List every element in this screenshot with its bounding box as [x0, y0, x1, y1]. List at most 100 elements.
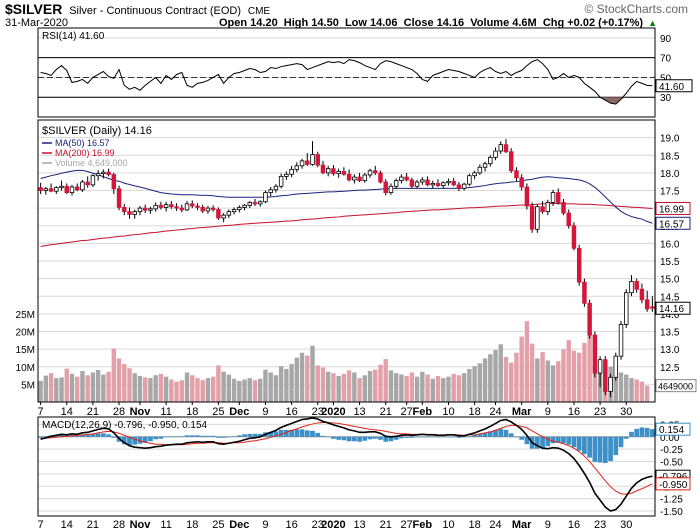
candle-body — [634, 281, 639, 290]
macd-histogram-bar — [148, 436, 153, 442]
candle-body — [163, 204, 169, 208]
macd-histogram-bar — [467, 436, 472, 437]
macd-histogram-bar — [362, 436, 368, 441]
candle-body — [367, 170, 373, 176]
volume-bar — [48, 373, 54, 402]
macd-x-tick-label: 16 — [568, 519, 580, 530]
candle-body — [122, 207, 127, 213]
volume-bar — [535, 358, 540, 402]
macd-x-tick-label: 21 — [87, 519, 99, 530]
close-last-tag-box — [655, 301, 691, 315]
price-legend-title: $SILVER (Daily) 14.16 — [42, 125, 152, 137]
candle-body — [644, 299, 650, 310]
macd-histogram-bar — [184, 435, 190, 437]
macd-histogram-bar — [561, 436, 566, 444]
volume-bar — [435, 375, 441, 402]
volume-last-text: 4649000 — [658, 382, 693, 392]
candle-body — [195, 205, 200, 208]
candle-body — [425, 179, 430, 186]
x-tick-label: 28 — [113, 406, 125, 418]
volume-bar — [273, 375, 279, 402]
x-tick-label: Mar — [512, 406, 532, 418]
macd-histogram-bar — [257, 433, 263, 437]
candle-body — [446, 180, 451, 184]
x-tick-label: 30 — [620, 406, 632, 418]
volume-bar — [639, 381, 645, 402]
volume-bar — [556, 361, 561, 402]
macd-histogram-bar — [456, 436, 462, 438]
candle-body — [153, 204, 158, 210]
macd-x-tick-label: 10 — [442, 519, 454, 530]
x-tick-label: 24 — [489, 406, 501, 418]
macd-histogram-bar — [247, 433, 253, 437]
volume-bar — [184, 372, 190, 402]
candle-body — [341, 171, 347, 175]
macd-histogram-bar — [43, 436, 49, 437]
volume-bar — [221, 371, 226, 402]
volume-bar — [644, 385, 650, 402]
volume-bar — [461, 373, 467, 402]
macd-histogram-bar — [351, 436, 357, 442]
volume-bar — [289, 364, 294, 402]
candle-body — [451, 180, 456, 186]
volume-last-box — [655, 379, 697, 393]
candle-body — [461, 183, 467, 189]
candle-body — [550, 192, 556, 203]
volume-bar — [299, 352, 305, 402]
price-tick-label: 13.5 — [660, 328, 680, 339]
macd-histogram-bar — [414, 436, 420, 438]
candle-body — [508, 151, 514, 172]
candle-body — [74, 186, 80, 191]
macd-histogram-bar — [587, 436, 592, 458]
volume-last-tag: 4649000 — [655, 379, 697, 393]
x-tick-label: 9 — [262, 406, 268, 418]
candle-body — [608, 376, 613, 392]
candle-body — [362, 174, 368, 182]
candle-body — [294, 165, 300, 170]
candle-body — [514, 170, 519, 179]
macd-histogram-bar — [95, 433, 101, 437]
volume-bar — [357, 378, 362, 402]
macd-histogram-bar — [461, 436, 467, 438]
volume-bar — [252, 380, 258, 402]
volume-bar — [498, 344, 503, 402]
macd-histogram-bar — [278, 429, 284, 437]
candle-body — [226, 211, 232, 216]
volume-bar — [493, 349, 498, 402]
exchange: CME — [247, 6, 271, 17]
volume-bar — [451, 373, 456, 402]
volume-bar — [90, 372, 96, 402]
x-tick-label: 25 — [212, 406, 224, 418]
candle-body — [268, 189, 273, 194]
rsi-panel-frame — [37, 27, 656, 118]
macd-histogram-bar — [545, 436, 551, 447]
volume-bar — [634, 379, 639, 402]
candle-body — [592, 334, 598, 374]
x-tick-label: 27 — [401, 406, 413, 418]
macd-x-tick-label: 9 — [262, 519, 268, 530]
volume-bar — [320, 367, 326, 402]
volume-bar — [430, 378, 435, 402]
volume-bar — [284, 368, 289, 402]
macd-x-tick-label: 23 — [312, 519, 324, 530]
candle-body — [90, 175, 96, 186]
candle-body — [54, 187, 59, 192]
candle-body — [357, 176, 362, 182]
macd-x-tick-label: 13 — [353, 519, 365, 530]
x-tick-label: 21 — [380, 406, 392, 418]
candle-body — [116, 188, 122, 208]
volume-bar — [142, 377, 148, 402]
volume-bar — [106, 371, 111, 402]
macd-x-tick-label: 24 — [489, 519, 501, 530]
x-tick-label: 21 — [87, 406, 99, 418]
legend-entry: MA(200) 16.99 — [55, 148, 115, 158]
candle-body — [132, 211, 137, 215]
macd-histogram-bar — [90, 433, 96, 437]
volume-bar — [388, 370, 394, 402]
macd-histogram-bar — [503, 429, 509, 437]
candle-body — [414, 181, 420, 187]
volume-bar — [367, 371, 373, 402]
close-last-tag: 14.16 — [655, 301, 691, 315]
macd-signal-last-tag-box — [655, 477, 691, 491]
x-tick-label: Dec — [229, 406, 249, 418]
